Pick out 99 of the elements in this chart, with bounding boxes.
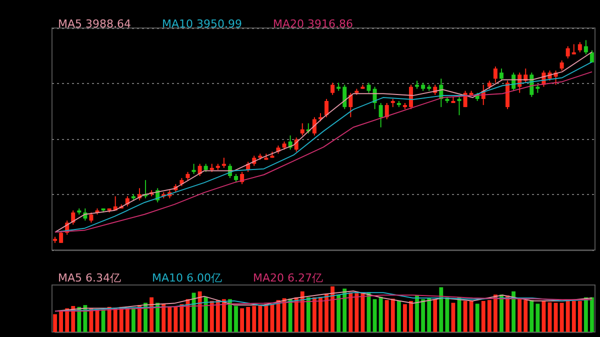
candlestick xyxy=(560,60,564,72)
bar xyxy=(518,299,522,332)
bar xyxy=(113,308,118,332)
bar xyxy=(378,296,383,332)
bar xyxy=(572,300,576,332)
series-label: MA10 6.00亿 xyxy=(152,272,222,284)
bar xyxy=(294,297,298,332)
bar xyxy=(324,294,328,332)
bar xyxy=(348,292,353,332)
bar xyxy=(150,297,154,332)
bar xyxy=(240,308,244,332)
candlestick xyxy=(584,40,588,55)
candlestick xyxy=(324,98,329,118)
bar xyxy=(481,300,486,332)
bar xyxy=(131,308,136,332)
bar xyxy=(536,304,540,332)
bar xyxy=(252,306,256,332)
candlestick xyxy=(330,82,335,96)
bar xyxy=(77,306,82,332)
bar xyxy=(354,293,359,332)
bar xyxy=(506,295,510,332)
bar xyxy=(330,286,335,332)
candlestick xyxy=(342,84,347,110)
bar xyxy=(156,302,160,332)
bar xyxy=(318,296,322,332)
bar xyxy=(144,302,148,332)
bar xyxy=(300,291,304,332)
candlestick xyxy=(192,163,196,174)
bar xyxy=(198,291,202,332)
candlestick xyxy=(384,102,389,120)
candlestick xyxy=(493,66,498,84)
candlestick xyxy=(566,46,570,59)
bar xyxy=(306,297,310,332)
bar xyxy=(566,300,570,332)
candlestick xyxy=(590,50,594,63)
bar xyxy=(138,305,142,332)
bar xyxy=(210,300,214,332)
bar xyxy=(475,304,480,332)
bar xyxy=(433,299,438,332)
bar xyxy=(336,294,341,332)
bar xyxy=(512,291,516,332)
text: MA5 3988.64 xyxy=(58,18,131,30)
bar xyxy=(258,305,262,332)
candlestick xyxy=(578,42,582,53)
bar xyxy=(228,299,232,332)
bar xyxy=(71,306,76,332)
bar xyxy=(312,297,316,332)
bar xyxy=(427,298,432,332)
bar xyxy=(390,298,395,332)
candlestick xyxy=(300,122,304,136)
bar xyxy=(162,304,166,332)
bar xyxy=(59,311,64,332)
bar xyxy=(487,300,492,332)
candlestick xyxy=(378,102,383,128)
bar xyxy=(584,297,588,332)
bar xyxy=(530,300,534,332)
bar xyxy=(409,300,413,332)
bar xyxy=(439,287,444,332)
text: MA20 3916.86 xyxy=(272,18,353,30)
candlestick xyxy=(222,157,226,168)
bar xyxy=(288,298,292,332)
candlestick xyxy=(457,96,462,116)
candlestick xyxy=(499,68,504,82)
candlestick xyxy=(348,92,353,118)
text: MA5 6.34亿 xyxy=(58,272,122,284)
bar xyxy=(396,300,401,332)
bar xyxy=(107,306,112,332)
bar xyxy=(174,306,178,332)
bar xyxy=(246,306,250,332)
bar xyxy=(415,295,419,332)
candlestick xyxy=(572,44,576,55)
bar xyxy=(264,304,268,332)
bar xyxy=(421,299,426,332)
bar xyxy=(65,308,70,332)
candlestick xyxy=(366,82,371,94)
bar xyxy=(445,297,450,332)
bar xyxy=(125,308,130,332)
bar xyxy=(234,306,238,332)
bar xyxy=(384,300,389,332)
candlestick xyxy=(312,116,316,136)
bar xyxy=(590,297,594,332)
text: MA10 3950.99 xyxy=(162,18,242,30)
bar xyxy=(372,299,377,332)
bar xyxy=(500,294,504,332)
bar xyxy=(168,306,172,332)
bar xyxy=(222,299,226,332)
candlestick xyxy=(89,212,94,224)
bar xyxy=(493,294,498,332)
bar xyxy=(469,300,474,332)
bar xyxy=(216,300,220,332)
bar xyxy=(402,304,407,332)
bar xyxy=(560,302,564,332)
bar xyxy=(53,314,57,332)
bar xyxy=(524,300,528,332)
candlestick xyxy=(59,230,64,244)
bar xyxy=(204,296,208,332)
series-label: MA20 6.27亿 xyxy=(253,272,324,284)
bar xyxy=(578,300,582,332)
bar xyxy=(342,288,347,332)
